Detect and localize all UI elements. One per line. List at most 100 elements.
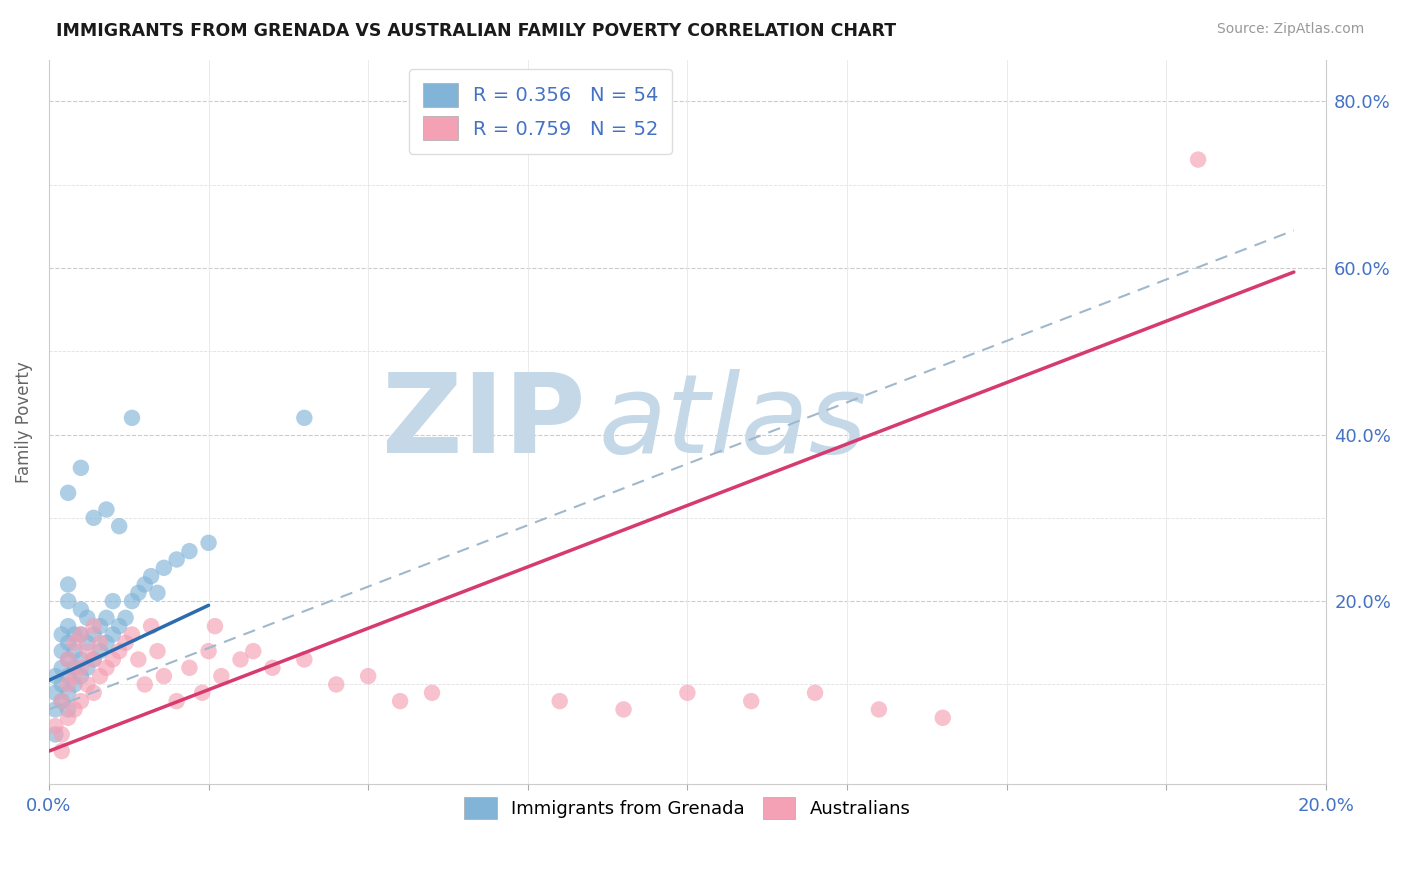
Point <box>56 669 79 683</box>
Point <box>868 702 890 716</box>
Point <box>44 727 66 741</box>
Point <box>70 627 93 641</box>
Point <box>242 644 264 658</box>
Point <box>76 661 98 675</box>
Point <box>127 586 149 600</box>
Point <box>51 694 73 708</box>
Point <box>44 686 66 700</box>
Point <box>153 669 176 683</box>
Point <box>101 594 124 608</box>
Point <box>56 577 79 591</box>
Point <box>153 561 176 575</box>
Point <box>56 619 79 633</box>
Point <box>932 711 955 725</box>
Point <box>121 594 143 608</box>
Point <box>121 627 143 641</box>
Point <box>292 652 315 666</box>
Point <box>56 594 79 608</box>
Point <box>83 627 105 641</box>
Point <box>56 636 79 650</box>
Point <box>51 644 73 658</box>
Point <box>166 694 188 708</box>
Point <box>191 686 214 700</box>
Point <box>179 544 201 558</box>
Point <box>56 702 79 716</box>
Point <box>56 652 79 666</box>
Point <box>96 502 118 516</box>
Point <box>108 619 131 633</box>
Point <box>262 661 284 675</box>
Point <box>51 744 73 758</box>
Point <box>56 677 79 691</box>
Point <box>166 552 188 566</box>
Text: Source: ZipAtlas.com: Source: ZipAtlas.com <box>1216 22 1364 37</box>
Y-axis label: Family Poverty: Family Poverty <box>15 361 32 483</box>
Point <box>89 619 111 633</box>
Point <box>121 410 143 425</box>
Point <box>389 694 412 708</box>
Point <box>51 677 73 691</box>
Point <box>76 611 98 625</box>
Point <box>179 661 201 675</box>
Point <box>63 702 86 716</box>
Point <box>63 644 86 658</box>
Point <box>197 536 219 550</box>
Point <box>420 686 443 700</box>
Point <box>70 652 93 666</box>
Text: atlas: atlas <box>598 368 866 475</box>
Point <box>101 627 124 641</box>
Point <box>56 652 79 666</box>
Point <box>229 652 252 666</box>
Point <box>139 619 162 633</box>
Point <box>56 486 79 500</box>
Point <box>83 619 105 633</box>
Legend: Immigrants from Grenada, Australians: Immigrants from Grenada, Australians <box>457 789 918 826</box>
Point <box>612 702 634 716</box>
Point <box>51 727 73 741</box>
Point <box>209 669 232 683</box>
Point <box>70 694 93 708</box>
Point <box>44 719 66 733</box>
Point <box>70 669 93 683</box>
Point <box>114 611 136 625</box>
Point <box>56 711 79 725</box>
Point <box>83 652 105 666</box>
Point <box>146 644 169 658</box>
Point <box>83 652 105 666</box>
Point <box>108 519 131 533</box>
Point <box>108 644 131 658</box>
Point <box>44 702 66 716</box>
Point <box>83 686 105 700</box>
Point <box>70 661 93 675</box>
Point <box>96 611 118 625</box>
Point <box>101 652 124 666</box>
Point <box>114 636 136 650</box>
Point <box>51 694 73 708</box>
Point <box>63 627 86 641</box>
Point <box>96 636 118 650</box>
Point <box>89 644 111 658</box>
Point <box>804 686 827 700</box>
Point <box>292 410 315 425</box>
Point <box>63 669 86 683</box>
Point <box>63 677 86 691</box>
Point <box>76 677 98 691</box>
Point <box>139 569 162 583</box>
Point <box>44 669 66 683</box>
Point <box>357 669 380 683</box>
Point <box>70 602 93 616</box>
Point <box>76 636 98 650</box>
Point <box>83 511 105 525</box>
Point <box>51 661 73 675</box>
Point <box>676 686 699 700</box>
Text: IMMIGRANTS FROM GRENADA VS AUSTRALIAN FAMILY POVERTY CORRELATION CHART: IMMIGRANTS FROM GRENADA VS AUSTRALIAN FA… <box>56 22 897 40</box>
Point <box>134 577 156 591</box>
Point <box>70 627 93 641</box>
Point <box>51 627 73 641</box>
Point <box>1187 153 1209 167</box>
Point <box>146 586 169 600</box>
Point <box>740 694 762 708</box>
Point <box>89 636 111 650</box>
Point <box>63 636 86 650</box>
Point <box>127 652 149 666</box>
